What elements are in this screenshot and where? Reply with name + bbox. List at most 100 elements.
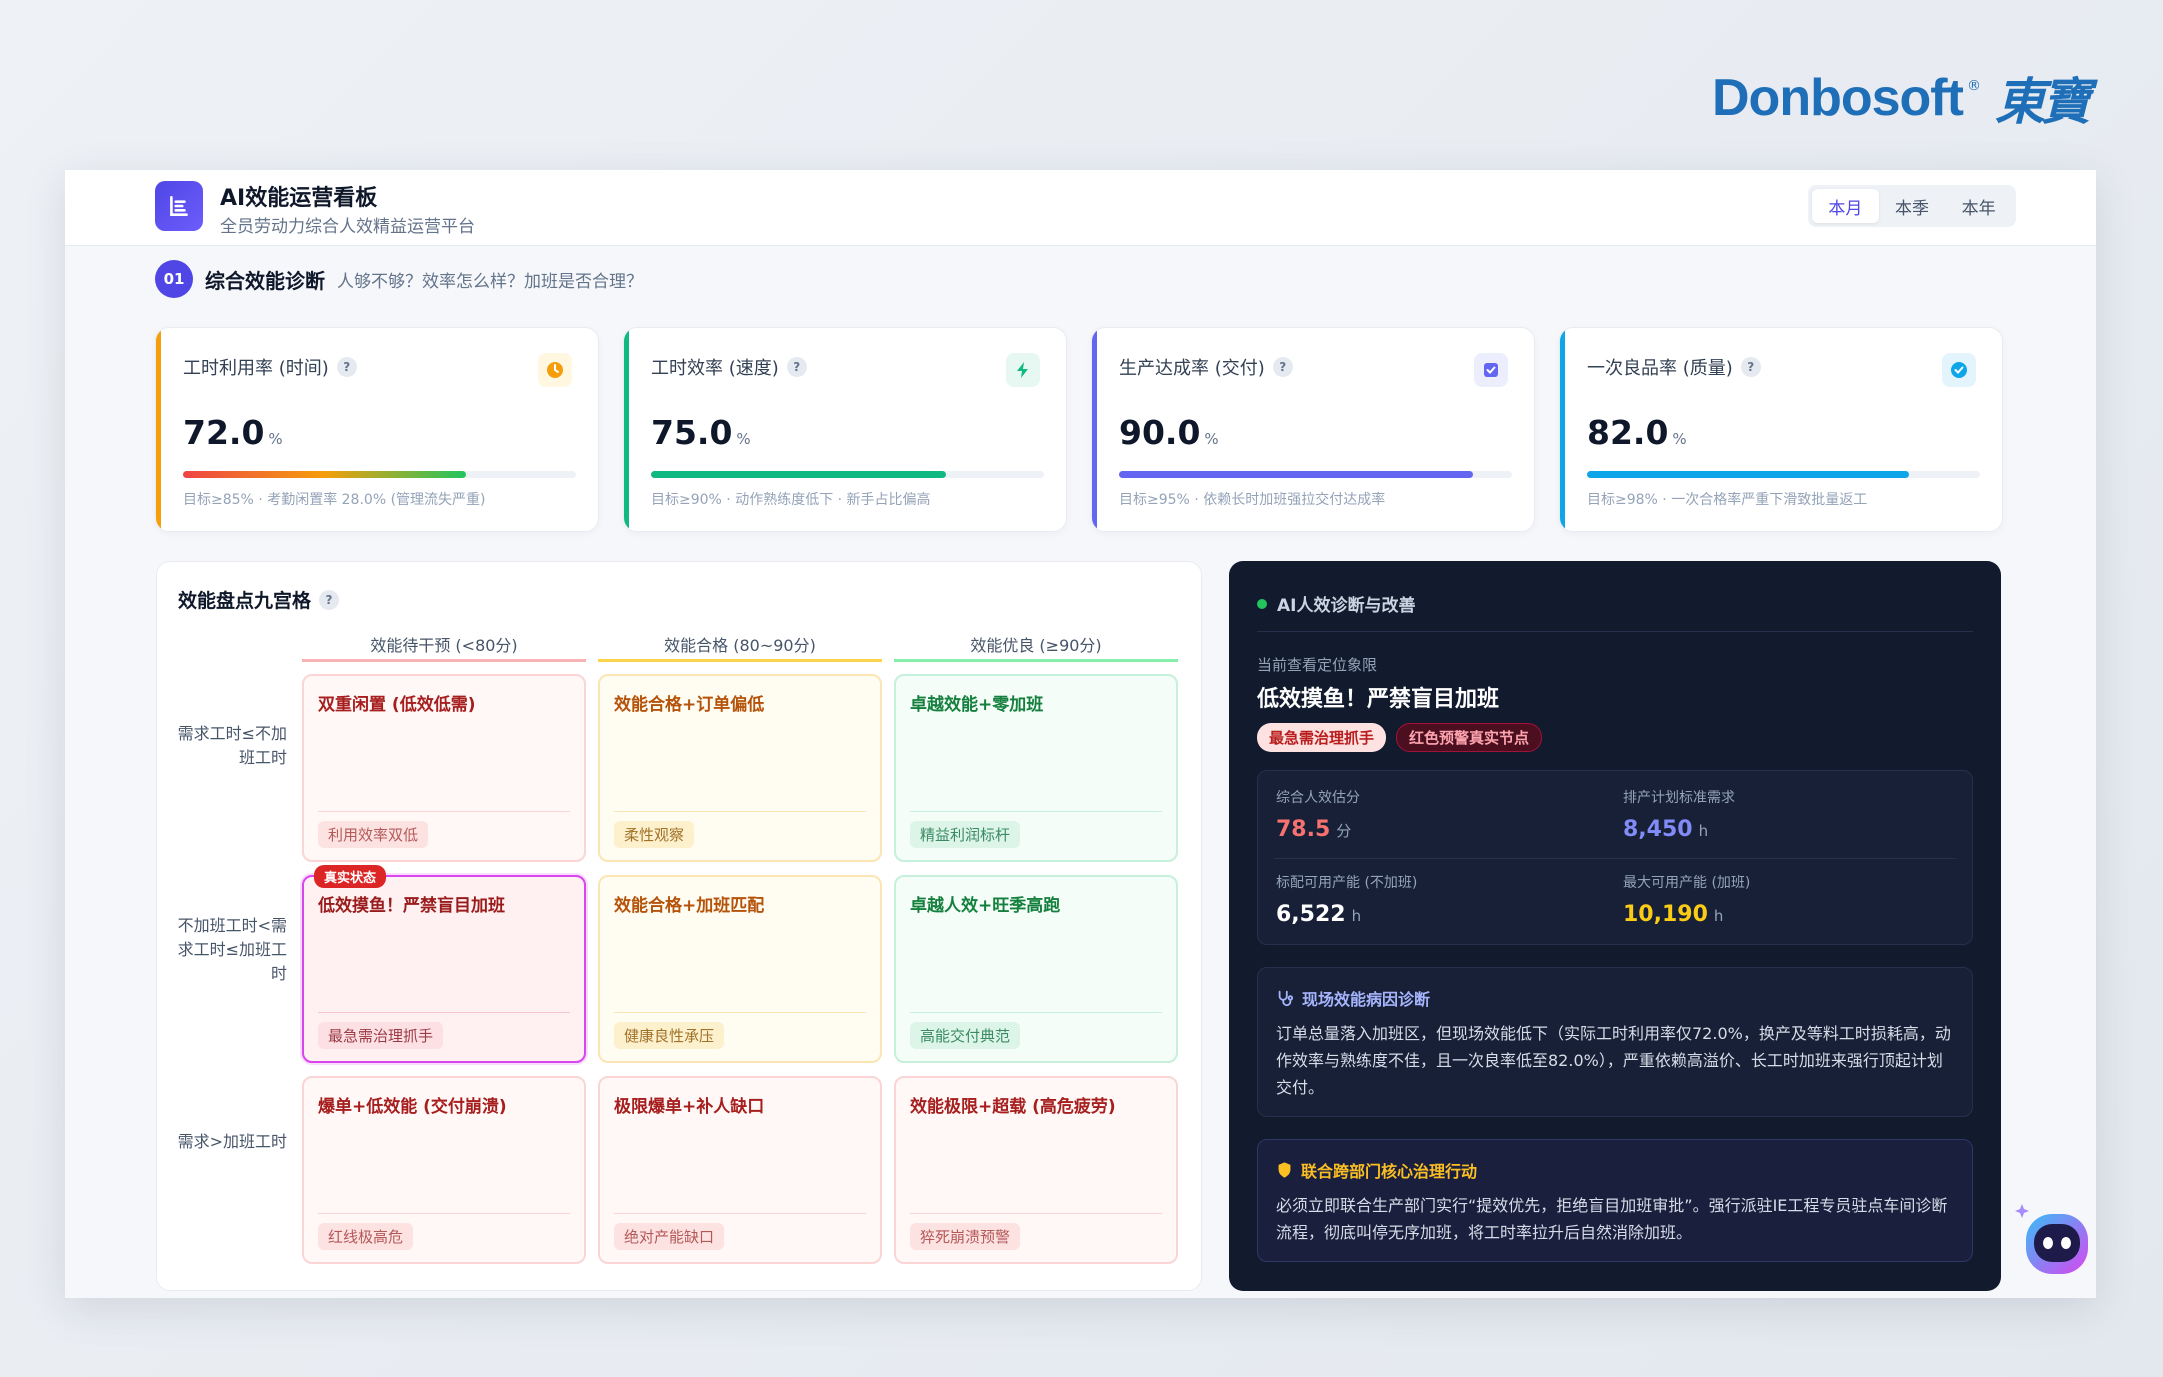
kpi-label-wrap: 工时效率 (速度) ? xyxy=(651,354,807,380)
app-subtitle: 全员劳动力综合人效精益运营平台 xyxy=(220,217,475,237)
help-icon[interactable]: ? xyxy=(1272,357,1293,377)
cell-divider xyxy=(614,1012,866,1013)
kpi-value: 82.0% xyxy=(1587,413,1687,452)
priority-badge: 最急需治理抓手 xyxy=(1257,723,1387,752)
cell-divider xyxy=(614,811,866,812)
tab-month[interactable]: 本月 xyxy=(1812,189,1879,223)
kpi-progress-fill xyxy=(651,471,946,478)
clock-icon xyxy=(538,353,572,387)
column-header-mid: 效能合格 (80~90分) xyxy=(598,632,882,662)
kpi-note: 目标≥85% · 考勤闲置率 28.0% (管理流失严重) xyxy=(183,492,486,508)
cell-title: 双重闲置 (低效低需) xyxy=(318,695,476,715)
shield-icon xyxy=(1278,1162,1291,1178)
ai-badges: 最急需治理抓手 红色预警真实节点 xyxy=(1257,723,1543,752)
stat-value: 10,190 h xyxy=(1623,902,1724,927)
grid-cell[interactable]: 爆单+低效能 (交付崩溃) 红线极高危 xyxy=(302,1076,586,1264)
kpi-progress-fill xyxy=(1587,471,1910,478)
column-header-low: 效能待干预 (<80分) xyxy=(302,632,586,662)
kpi-progress-track xyxy=(1119,471,1512,478)
grid-cell[interactable]: 卓越效能+零加班 精益利润标杆 xyxy=(894,674,1178,862)
stat-label: 最大可用产能 (加班) xyxy=(1623,875,1751,891)
grid-cell-current[interactable]: 真实状态 低效摸鱼！严禁盲目加班 最急需治理抓手 xyxy=(302,865,586,1063)
grid-cell[interactable]: 双重闲置 (低效低需) 利用效率双低 xyxy=(302,674,586,862)
lightning-icon xyxy=(1006,353,1040,387)
brand-logo: Donbosoft ® 東寶 xyxy=(1712,62,2091,134)
cell-divider xyxy=(318,1213,570,1214)
grid-cell[interactable]: 效能极限+超载 (高危疲劳) 猝死崩溃预警 xyxy=(894,1076,1178,1264)
tab-year[interactable]: 本年 xyxy=(1961,198,1996,219)
kpi-card-achievement[interactable]: 生产达成率 (交付) ? 90.0% 目标≥95% · 依赖长时加班强拉交付达成… xyxy=(1091,327,1535,532)
grid-cell[interactable]: 卓越人效+旺季高跑 高能交付典范 xyxy=(894,875,1178,1063)
kpi-progress-fill xyxy=(1119,471,1473,478)
grid-cell[interactable]: 极限爆单+补人缺口 绝对产能缺口 xyxy=(598,1076,882,1264)
cell-tag: 利用效率双低 xyxy=(318,821,429,848)
stat-label: 综合人效估分 xyxy=(1276,790,1360,806)
cell-title: 卓越效能+零加班 xyxy=(910,695,1044,715)
kpi-card-efficiency[interactable]: 工时效率 (速度) ? 75.0% 目标≥90% · 动作熟练度低下 · 新手占… xyxy=(623,327,1067,532)
help-icon[interactable]: ? xyxy=(319,589,340,610)
cell-title: 卓越人效+旺季高跑 xyxy=(910,896,1061,916)
app-title: AI效能运营看板 xyxy=(220,186,378,211)
kpi-card-quality[interactable]: 一次良品率 (质量) ? 82.0% 目标≥98% · 一次合格率严重下滑致批量… xyxy=(1559,327,2003,532)
cell-divider xyxy=(318,1012,570,1013)
cell-title: 效能极限+超载 (高危疲劳) xyxy=(910,1097,1116,1117)
cell-tag: 猝死崩溃预警 xyxy=(910,1223,1021,1250)
kpi-note: 目标≥90% · 动作熟练度低下 · 新手占比偏高 xyxy=(651,492,931,508)
current-state-badge: 真实状态 xyxy=(314,865,387,888)
ai-assistant-bot-icon[interactable] xyxy=(2014,1196,2094,1286)
warning-badge: 红色预警真实节点 xyxy=(1396,723,1543,752)
kpi-card-utilization[interactable]: 工时利用率 (时间) ? 72.0% 目标≥85% · 考勤闲置率 28.0% … xyxy=(155,327,599,532)
diagnosis-box: 现场效能病因诊断 订单总量落入加班区，但现场效能低下（实际工时利用率仅72.0%… xyxy=(1257,967,1973,1117)
divider xyxy=(1257,631,1973,632)
cell-title: 爆单+低效能 (交付崩溃) xyxy=(318,1097,507,1117)
kpi-label-wrap: 工时利用率 (时间) ? xyxy=(183,354,357,380)
stat-value: 8,450 h xyxy=(1623,817,1709,842)
cell-tag: 高能交付典范 xyxy=(910,1022,1021,1049)
kpi-progress-track xyxy=(1587,471,1980,478)
column-header-high: 效能优良 (≥90分) xyxy=(894,632,1178,662)
help-icon[interactable]: ? xyxy=(1740,357,1761,377)
dashboard-window: AI效能运营看板 全员劳动力综合人效精益运营平台 本月 本季 本年 01 综合效… xyxy=(65,170,2096,1298)
grid-cell[interactable]: 效能合格+加班匹配 健康良性承压 xyxy=(598,875,882,1063)
divider xyxy=(1274,858,1956,859)
action-title: 联合跨部门核心治理行动 xyxy=(1301,1162,1478,1181)
ai-title: AI人效诊断与改善 xyxy=(1277,596,1416,616)
top-bar: AI效能运营看板 全员劳动力综合人效精益运营平台 本月 本季 本年 xyxy=(65,170,2096,246)
stethoscope-icon xyxy=(1278,990,1294,1007)
ai-diagnosis-panel: AI人效诊断与改善 当前查看定位象限 低效摸鱼！严禁盲目加班 最急需治理抓手 红… xyxy=(1229,561,2001,1291)
stats-box: 综合人效估分 78.5 分 排产计划标准需求 8,450 h 标配可用产能 (不加班… xyxy=(1257,770,1973,945)
action-box: 联合跨部门核心治理行动 必须立即联合生产部门实行“提效优先，拒绝盲目加班审批”。… xyxy=(1257,1139,1973,1262)
cell-divider xyxy=(910,1213,1162,1214)
kpi-value: 90.0% xyxy=(1119,413,1219,452)
cell-tag: 红线极高危 xyxy=(318,1223,414,1250)
diagnosis-text: 订单总量落入加班区，但现场效能低下（实际工时利用率仅72.0%，换产及等料工时损… xyxy=(1276,1024,1951,1097)
cell-tag: 最急需治理抓手 xyxy=(318,1022,444,1049)
tab-quarter[interactable]: 本季 xyxy=(1895,198,1929,219)
row-header-low-demand: 需求工时≤不加班工时 xyxy=(177,724,287,767)
kpi-label: 生产达成率 (交付) xyxy=(1119,358,1265,379)
help-icon[interactable]: ? xyxy=(786,357,807,377)
cell-title: 低效摸鱼！严禁盲目加班 xyxy=(318,896,505,916)
kpi-label: 工时效率 (速度) xyxy=(651,358,779,379)
help-icon[interactable]: ? xyxy=(336,357,357,377)
cell-tag: 绝对产能缺口 xyxy=(614,1223,725,1250)
kpi-progress-fill xyxy=(183,471,466,478)
cell-divider xyxy=(910,1012,1162,1013)
stat-max-capacity: 最大可用产能 (加班) 10,190 h xyxy=(1623,872,1963,927)
grid-cell[interactable]: 效能合格+订单偏低 柔性观察 xyxy=(598,674,882,862)
row-header-high-demand: 需求>加班工时 xyxy=(177,1132,287,1151)
stat-label: 排产计划标准需求 xyxy=(1623,790,1735,806)
cell-title: 效能合格+加班匹配 xyxy=(614,896,765,916)
stat-label: 标配可用产能 (不加班) xyxy=(1276,875,1418,891)
status-dot-icon xyxy=(1257,598,1267,609)
stat-standard-capacity: 标配可用产能 (不加班) 6,522 h xyxy=(1276,872,1616,927)
kpi-note: 目标≥98% · 一次合格率严重下滑致批量返工 xyxy=(1587,492,1868,508)
nine-grid-panel: 效能盘点九宫格 ? 效能待干预 (<80分) 效能合格 (80~90分) 效能优… xyxy=(156,561,1202,1291)
grid-title: 效能盘点九宫格 xyxy=(178,590,312,612)
grid-title-wrap: 效能盘点九宫格 ? xyxy=(178,586,340,613)
cell-title: 极限爆单+补人缺口 xyxy=(614,1097,765,1117)
cell-divider xyxy=(910,811,1162,812)
kpi-value: 72.0% xyxy=(183,413,283,452)
action-text: 必须立即联合生产部门实行“提效优先，拒绝盲目加班审批”。强行派驻IE工程专员驻点… xyxy=(1276,1196,1948,1242)
stat-demand: 排产计划标准需求 8,450 h xyxy=(1623,787,1963,842)
